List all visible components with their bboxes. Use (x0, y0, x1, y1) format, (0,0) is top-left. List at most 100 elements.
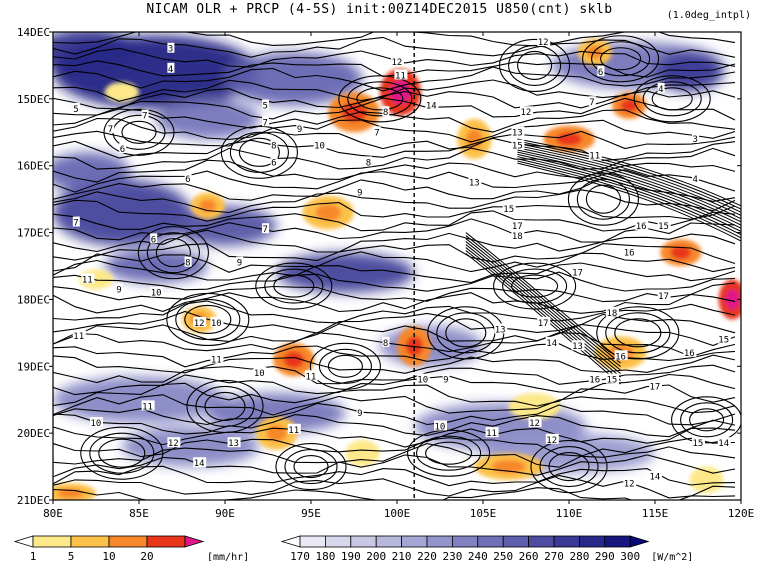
contour-label: 12 (194, 319, 205, 329)
contour-loop (642, 81, 702, 117)
contour-label-bg (141, 109, 149, 120)
contour-line (53, 229, 736, 253)
contour-label: 9 (237, 259, 242, 269)
contour-front (517, 158, 741, 236)
contour-label: 11 (288, 426, 299, 436)
contour-label: 10 (211, 319, 222, 329)
contour-front (517, 156, 741, 232)
contour-label-bg (434, 420, 447, 431)
contour-label-bg (511, 126, 525, 137)
olr-colorbar-label: 230 (442, 550, 462, 561)
contour-label-bg (657, 290, 671, 301)
contour-front (465, 238, 621, 367)
contour-label-bg (528, 417, 542, 428)
contour-loop (293, 455, 329, 479)
contour-label: 11 (589, 152, 600, 162)
contour-label-bg (356, 407, 364, 418)
contour-loop (680, 402, 734, 438)
contour-label: 12 (529, 419, 540, 429)
contour-label: 9 (357, 409, 362, 419)
contour-label-bg (167, 62, 175, 73)
contour-label: 10 (435, 422, 446, 432)
contour-loop (166, 292, 250, 347)
contour-label: 15 (503, 205, 514, 215)
contour-loop (137, 226, 209, 280)
contour-loop (98, 438, 146, 468)
contour-label-bg (313, 139, 327, 150)
contour-label: 13 (228, 439, 239, 449)
contour-label: 17 (658, 292, 669, 302)
olr-blob (53, 152, 131, 193)
contour-line (53, 36, 736, 58)
olr-blob (276, 252, 415, 293)
x-tick-label: 105E (470, 507, 497, 520)
contour-label-bg (511, 139, 525, 150)
contour-loop (121, 120, 157, 144)
contour-label-bg (588, 149, 602, 160)
contour-label-bg (150, 286, 164, 297)
contour-label-bg (391, 56, 404, 67)
contour-label-bg (167, 42, 175, 53)
contour-line (53, 218, 736, 243)
contour-label: 10 (151, 289, 162, 299)
contour-label: 4 (168, 65, 173, 75)
contour-label-bg (382, 336, 390, 347)
x-tick-label: 85E (129, 507, 149, 520)
contour-label-bg (588, 373, 602, 384)
contour-loop (502, 268, 568, 304)
contour-line (53, 487, 736, 500)
contour-label: 8 (366, 158, 371, 168)
precip-blob (104, 82, 139, 103)
contour-loop (184, 304, 232, 335)
precip-core (315, 204, 342, 221)
olr-colorbar-left-arrow (280, 535, 301, 548)
contour-line (53, 79, 736, 102)
contour-label-bg (236, 256, 244, 267)
precip-core (670, 245, 692, 260)
contour-label-bg (468, 176, 482, 187)
contour-label: 3 (693, 135, 698, 145)
contour-line (53, 66, 736, 92)
contour-label-bg (262, 116, 269, 127)
contour-label: 6 (185, 175, 190, 185)
contour-label: 15 (658, 222, 669, 232)
contour-loop (204, 391, 246, 421)
contour-label-bg (167, 437, 181, 448)
olr-colorbar-cell (451, 535, 479, 548)
contour-front (465, 241, 621, 371)
contour-label: 12 (624, 479, 635, 489)
contour-loop (255, 262, 333, 310)
u850-contours (53, 32, 741, 500)
precip-colorbar-cell (146, 535, 186, 548)
contour-label: 6 (271, 158, 276, 168)
contour-loop (517, 50, 553, 80)
contour-label-bg (717, 333, 731, 344)
olr-colorbar-label: 270 (544, 550, 564, 561)
olr-colorbar-cell (579, 535, 606, 548)
contour-loop (338, 75, 422, 123)
contour-loop (614, 318, 662, 348)
x-tick-label: 90E (215, 507, 235, 520)
contour-label-bg (571, 340, 585, 351)
contour-line (53, 32, 736, 47)
contour-loop (229, 131, 289, 173)
contour-loop (596, 306, 680, 360)
contour-label-bg (356, 186, 364, 197)
contour-loop (327, 354, 363, 378)
contour-line (53, 147, 736, 170)
contour-label: 12 (392, 58, 403, 68)
contour-label-bg (537, 36, 551, 47)
y-tick-label: 15DEC (17, 93, 50, 106)
contour-front (517, 138, 741, 207)
contour-label: 8 (383, 108, 388, 118)
contour-label: 14 (546, 339, 557, 349)
contour-label-bg (623, 246, 637, 257)
contour-label: 9 (443, 376, 448, 386)
y-tick-label: 21DEC (17, 494, 50, 507)
olr-colorbar-cell (350, 535, 377, 548)
contour-label-bg (287, 423, 301, 434)
contour-label: 12 (538, 38, 549, 48)
contour-loop (407, 429, 491, 477)
contour-label: 9 (116, 285, 121, 295)
